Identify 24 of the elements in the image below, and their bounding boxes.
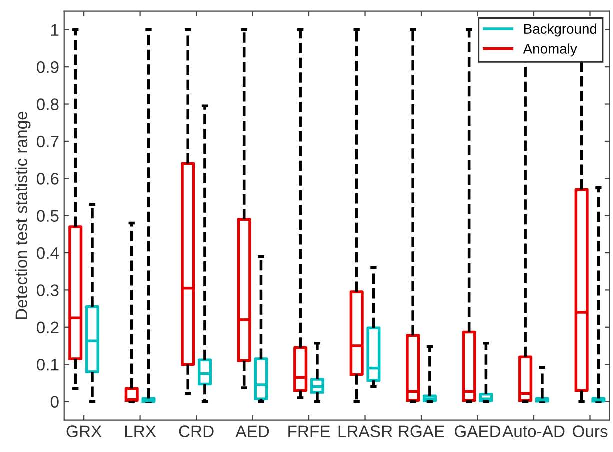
y-tick-label: 0.8 [36,98,59,110]
y-tick-label: 0 [50,396,59,408]
x-tick-label: Auto-AD [502,426,565,438]
y-tick-label: 0.1 [36,358,59,371]
y-tick-label: 0.7 [36,136,59,148]
x-tick-label: RGAE [399,426,444,438]
x-tick-label: GAED [454,426,501,438]
x-tick-label: Ours [572,426,608,438]
legend-label: Anomaly [523,44,578,57]
x-tick-label: FRFE [288,426,330,438]
y-tick-label: 0.9 [36,61,59,74]
x-tick-label: LRX [125,426,156,438]
y-tick-label: 0.6 [36,173,59,185]
x-tick-label: GRX [66,426,102,438]
x-tick-label: LRASR [338,426,392,438]
y-axis-title: Detection test statistic range [15,112,31,320]
y-tick-label: 0.4 [36,247,60,260]
x-tick-label: AED [236,426,270,438]
x-tick-label: CRD [179,426,214,438]
y-tick-label: 0.3 [36,284,59,296]
y-tick-label: 1 [52,24,59,36]
y-tick-label: 0.5 [36,210,59,222]
legend-label: Background [524,24,597,37]
y-tick-label: 0.2 [36,322,59,334]
